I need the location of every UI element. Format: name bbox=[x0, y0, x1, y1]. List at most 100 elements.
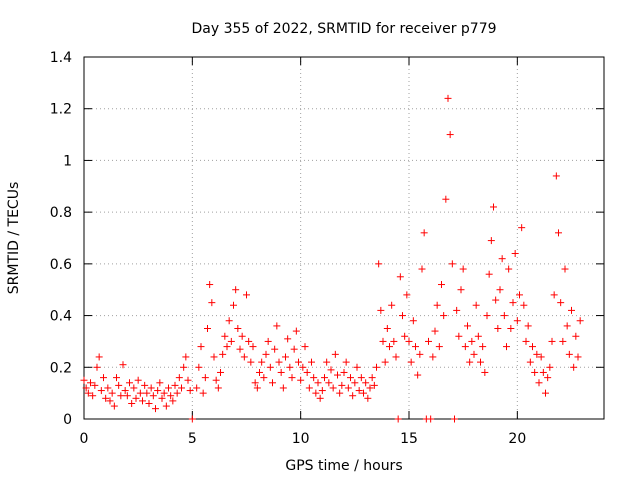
data-point bbox=[113, 374, 120, 382]
data-point bbox=[145, 399, 153, 407]
data-point bbox=[485, 270, 493, 278]
data-point bbox=[355, 387, 363, 395]
data-point bbox=[360, 389, 367, 397]
data-point bbox=[392, 353, 400, 361]
data-point bbox=[401, 332, 409, 340]
data-point bbox=[451, 415, 458, 423]
data-point bbox=[526, 358, 534, 366]
data-point bbox=[533, 350, 541, 358]
data-point bbox=[258, 358, 266, 366]
data-point bbox=[318, 387, 326, 395]
data-point bbox=[82, 384, 90, 392]
x-tick-label: 5 bbox=[188, 431, 197, 447]
data-point bbox=[457, 286, 465, 294]
data-point bbox=[171, 381, 179, 389]
data-point bbox=[570, 363, 578, 371]
data-point bbox=[507, 325, 515, 332]
y-tick-label: 0 bbox=[63, 412, 72, 428]
data-point bbox=[165, 384, 172, 392]
data-point bbox=[180, 363, 188, 371]
data-point bbox=[407, 358, 415, 366]
data-point bbox=[288, 374, 296, 382]
x-axis-label: GPS time / hours bbox=[285, 458, 402, 474]
data-point bbox=[299, 363, 307, 371]
data-point bbox=[453, 306, 461, 314]
data-point bbox=[279, 384, 287, 392]
data-point bbox=[529, 343, 536, 351]
data-point bbox=[546, 363, 554, 371]
data-point bbox=[353, 363, 361, 371]
data-point bbox=[273, 322, 281, 330]
data-point bbox=[370, 381, 378, 389]
data-point bbox=[201, 374, 209, 382]
data-point bbox=[412, 343, 419, 351]
data-point bbox=[531, 368, 539, 376]
plot-border bbox=[83, 56, 605, 420]
data-point bbox=[221, 332, 229, 340]
data-point bbox=[377, 306, 385, 314]
data-point bbox=[342, 358, 350, 366]
data-point bbox=[132, 394, 140, 402]
data-point bbox=[472, 301, 480, 309]
data-point bbox=[169, 397, 177, 405]
data-point bbox=[121, 387, 129, 395]
data-point bbox=[336, 389, 344, 397]
data-point bbox=[240, 353, 248, 361]
data-point bbox=[576, 317, 584, 325]
data-point bbox=[154, 387, 162, 395]
data-point bbox=[548, 337, 556, 345]
data-point bbox=[128, 399, 136, 407]
data-point bbox=[565, 350, 573, 358]
data-point bbox=[390, 337, 398, 345]
data-point bbox=[199, 389, 207, 397]
data-point bbox=[425, 337, 432, 345]
data-point bbox=[448, 260, 456, 268]
data-point bbox=[188, 415, 196, 423]
data-point bbox=[496, 286, 504, 294]
data-point bbox=[368, 374, 376, 382]
data-point bbox=[223, 343, 231, 351]
data-point bbox=[373, 363, 380, 371]
data-point bbox=[147, 384, 155, 392]
data-point bbox=[383, 325, 391, 332]
data-point bbox=[290, 345, 298, 353]
data-point bbox=[409, 317, 417, 325]
data-point bbox=[275, 358, 283, 366]
data-point bbox=[262, 350, 270, 358]
data-point bbox=[108, 389, 116, 397]
data-point bbox=[84, 389, 92, 397]
data-point bbox=[284, 335, 292, 343]
data-point bbox=[152, 405, 159, 413]
data-point bbox=[217, 368, 224, 376]
data-point bbox=[381, 358, 389, 366]
data-point bbox=[182, 353, 190, 361]
x-tick-label: 10 bbox=[292, 431, 310, 447]
data-point bbox=[208, 299, 216, 307]
data-point bbox=[91, 381, 99, 389]
data-point bbox=[470, 350, 478, 358]
data-point bbox=[459, 265, 467, 273]
data-point bbox=[134, 376, 142, 384]
data-point bbox=[431, 327, 439, 335]
data-point bbox=[102, 394, 110, 402]
x-tick-label: 20 bbox=[508, 431, 526, 447]
data-point bbox=[539, 368, 547, 376]
data-point bbox=[555, 229, 562, 237]
data-point bbox=[329, 384, 337, 392]
data-point bbox=[308, 358, 315, 366]
grid-lines bbox=[84, 57, 604, 419]
data-point bbox=[513, 317, 521, 325]
data-point bbox=[433, 301, 441, 309]
data-point bbox=[130, 384, 138, 392]
data-point bbox=[479, 343, 487, 351]
data-point bbox=[305, 384, 313, 392]
data-point bbox=[375, 260, 383, 268]
data-point bbox=[405, 337, 413, 345]
data-point bbox=[357, 374, 365, 382]
data-point bbox=[303, 368, 311, 376]
data-point bbox=[516, 291, 523, 299]
data-point bbox=[204, 325, 211, 332]
data-point bbox=[236, 345, 244, 353]
data-point bbox=[444, 94, 452, 102]
